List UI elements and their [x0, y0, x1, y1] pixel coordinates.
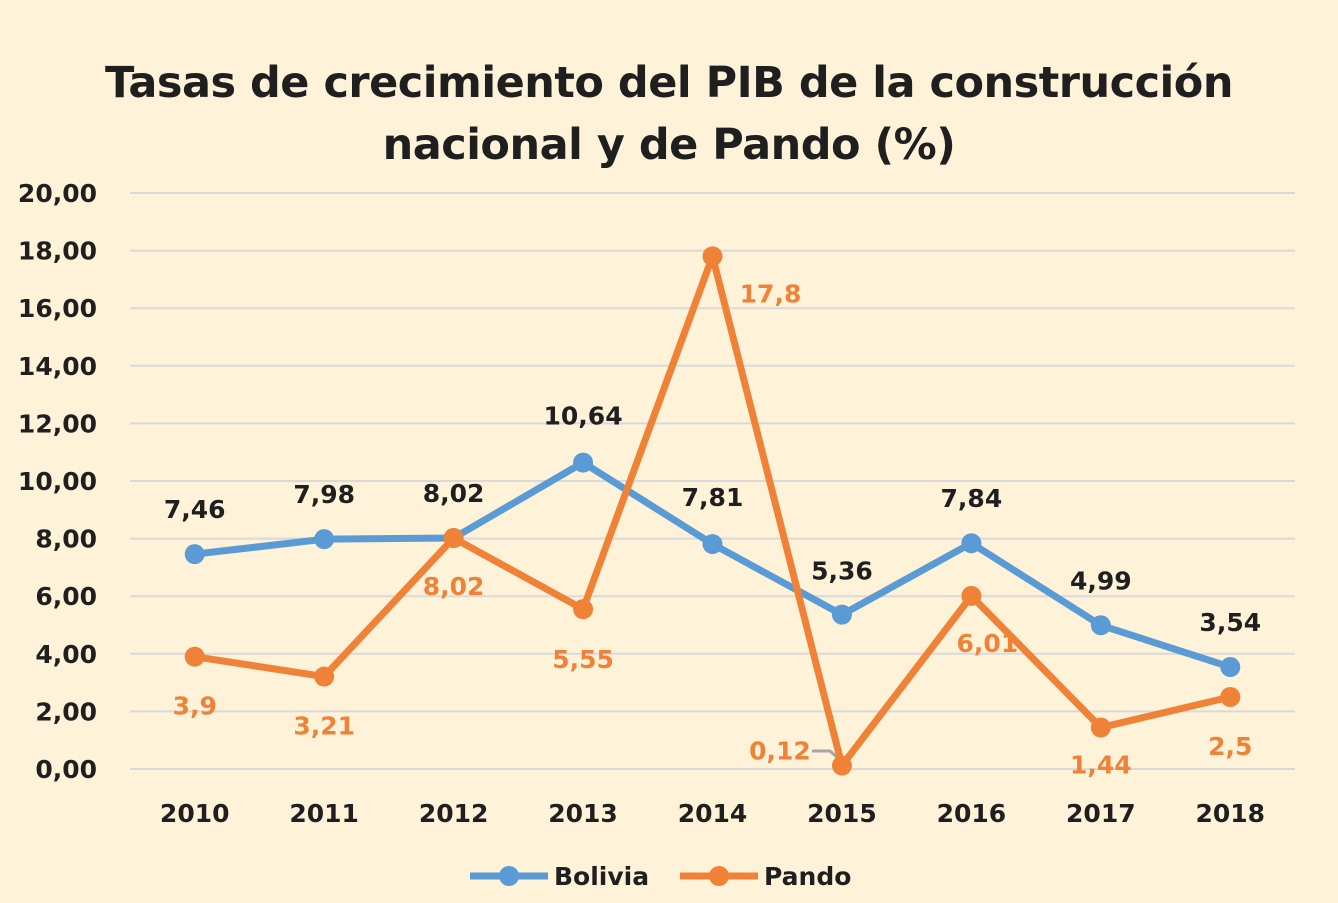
data-point-pando	[702, 246, 723, 267]
data-label-pando: 5,55	[552, 645, 614, 674]
data-label-pando: 0,12	[749, 737, 811, 766]
chart-title-line2: nacional y de Pando (%)	[382, 120, 956, 170]
data-point-bolivia	[1090, 615, 1111, 636]
y-tick-label: 8,00	[35, 525, 97, 554]
data-label-pando: 6,01	[957, 629, 1019, 658]
legend-label-bolivia: Bolivia	[554, 862, 649, 891]
x-tick-label: 2013	[548, 799, 618, 828]
data-point-bolivia	[702, 534, 723, 555]
chart-title: Tasas de crecimiento del PIB de la const…	[0, 52, 1338, 176]
x-tick-label: 2012	[419, 799, 489, 828]
data-label-bolivia: 8,02	[423, 479, 485, 508]
y-tick-label: 14,00	[18, 352, 97, 381]
data-label-bolivia: 3,54	[1199, 608, 1261, 637]
data-point-pando	[573, 599, 594, 620]
data-point-bolivia	[314, 529, 335, 550]
y-tick-label: 12,00	[18, 409, 97, 438]
x-tick-label: 2018	[1195, 799, 1265, 828]
y-tick-label: 20,00	[18, 179, 97, 208]
data-point-pando	[961, 585, 982, 606]
data-point-bolivia	[184, 544, 205, 565]
data-label-pando: 8,02	[423, 572, 485, 601]
y-tick-label: 4,00	[35, 640, 97, 669]
data-label-pando: 2,5	[1208, 732, 1252, 761]
x-tick-label: 2010	[160, 799, 230, 828]
x-tick-label: 2015	[807, 799, 877, 828]
data-label-bolivia: 7,98	[293, 480, 355, 509]
data-point-pando	[1220, 687, 1241, 707]
y-tick-label: 10,00	[18, 467, 97, 496]
legend-label-pando: Pando	[764, 862, 851, 891]
data-label-bolivia: 7,84	[941, 484, 1003, 513]
y-tick-label: 6,00	[35, 582, 97, 611]
data-label-bolivia: 4,99	[1070, 566, 1132, 595]
x-tick-label: 2017	[1066, 799, 1136, 828]
data-point-pando	[314, 666, 335, 687]
data-label-bolivia: 7,46	[164, 495, 226, 524]
x-tick-label: 2016	[937, 799, 1007, 828]
data-label-pando: 3,21	[293, 712, 355, 741]
x-tick-label: 2014	[678, 799, 748, 828]
legend-marker-bolivia	[499, 866, 519, 886]
y-tick-label: 16,00	[18, 294, 97, 323]
data-point-pando	[1090, 717, 1111, 738]
data-point-bolivia	[573, 452, 594, 473]
data-label-bolivia: 10,64	[544, 402, 623, 431]
y-tick-label: 18,00	[18, 237, 97, 266]
y-tick-label: 2,00	[35, 697, 97, 726]
data-label-pando: 3,9	[173, 692, 217, 721]
data-point-bolivia	[961, 533, 982, 554]
data-point-bolivia	[831, 604, 852, 625]
data-point-bolivia	[1220, 657, 1241, 678]
y-tick-label: 0,00	[35, 755, 97, 784]
data-label-pando: 17,8	[740, 279, 802, 308]
data-point-pando	[184, 646, 205, 667]
data-point-pando	[831, 755, 852, 776]
data-label-bolivia: 5,36	[811, 557, 873, 586]
data-label-pando: 1,44	[1070, 751, 1132, 780]
data-point-pando	[443, 528, 464, 549]
data-label-bolivia: 7,81	[682, 483, 744, 512]
chart-title-line1: Tasas de crecimiento del PIB de la const…	[105, 58, 1233, 108]
legend-marker-pando	[709, 866, 729, 886]
x-tick-label: 2011	[289, 799, 359, 828]
